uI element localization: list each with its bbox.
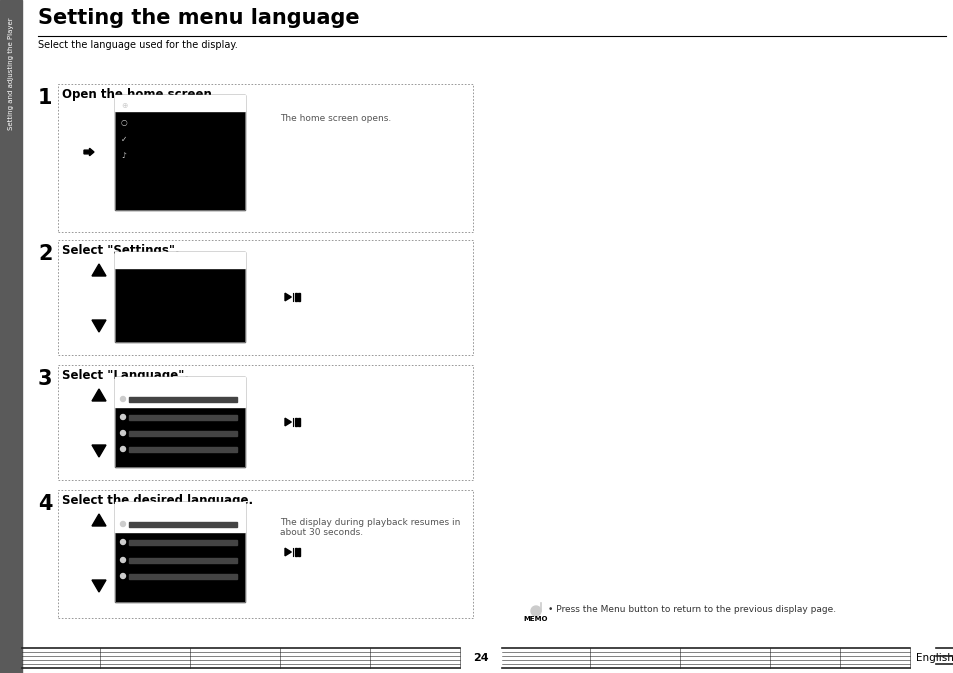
- Bar: [115, 252, 245, 268]
- Polygon shape: [91, 264, 106, 276]
- Bar: [129, 522, 236, 526]
- Circle shape: [120, 431, 126, 435]
- Text: Select "Language".: Select "Language".: [62, 369, 189, 382]
- Circle shape: [120, 396, 126, 402]
- Polygon shape: [91, 580, 106, 592]
- Bar: [298, 418, 300, 426]
- Polygon shape: [285, 293, 291, 301]
- Text: Select "Settings".: Select "Settings".: [62, 244, 179, 257]
- Bar: [0, 0, 22, 673]
- Bar: [115, 95, 245, 210]
- Text: 2: 2: [38, 244, 52, 264]
- Bar: [298, 548, 300, 556]
- Text: English: English: [915, 653, 953, 663]
- Bar: [294, 548, 296, 556]
- Bar: [115, 377, 245, 467]
- Circle shape: [120, 522, 126, 526]
- Circle shape: [120, 557, 126, 563]
- Bar: [294, 293, 296, 301]
- Bar: [298, 293, 300, 301]
- Circle shape: [120, 540, 126, 544]
- Polygon shape: [91, 514, 106, 526]
- Bar: [58, 240, 473, 355]
- Text: Setting and adjusting the Player: Setting and adjusting the Player: [8, 17, 14, 130]
- Text: The display during playback resumes in
about 30 seconds.: The display during playback resumes in a…: [280, 518, 460, 538]
- Bar: [58, 490, 473, 618]
- Text: Select the language used for the display.: Select the language used for the display…: [38, 40, 237, 50]
- Text: Setting the menu language: Setting the menu language: [38, 8, 359, 28]
- Polygon shape: [285, 418, 291, 426]
- Bar: [129, 540, 236, 544]
- Bar: [115, 377, 245, 467]
- Text: ✦: ✦: [120, 379, 128, 389]
- Polygon shape: [91, 445, 106, 457]
- Bar: [115, 377, 245, 391]
- Text: MEMO: MEMO: [523, 616, 548, 622]
- Text: 4: 4: [38, 494, 52, 514]
- Bar: [129, 396, 236, 402]
- Bar: [115, 502, 245, 516]
- Bar: [129, 415, 236, 419]
- Bar: [115, 502, 245, 602]
- Bar: [115, 95, 245, 210]
- Bar: [115, 502, 245, 602]
- Bar: [129, 431, 236, 435]
- Circle shape: [531, 606, 540, 616]
- Text: ✦: ✦: [120, 504, 128, 514]
- Text: ♪: ♪: [121, 151, 126, 160]
- Bar: [115, 252, 245, 342]
- Bar: [129, 446, 236, 452]
- Bar: [294, 418, 296, 426]
- Text: 24: 24: [473, 653, 488, 663]
- Text: Select the desired language.: Select the desired language.: [62, 494, 253, 507]
- Text: • Press the Menu button to return to the previous display page.: • Press the Menu button to return to the…: [547, 605, 835, 614]
- Circle shape: [120, 446, 126, 452]
- Bar: [58, 84, 473, 232]
- Text: The home screen opens.: The home screen opens.: [280, 114, 391, 123]
- Bar: [129, 557, 236, 563]
- FancyArrow shape: [84, 148, 94, 155]
- Bar: [115, 516, 245, 532]
- Polygon shape: [91, 320, 106, 332]
- Bar: [115, 95, 245, 111]
- Bar: [115, 391, 245, 407]
- Circle shape: [120, 415, 126, 419]
- Text: Open the home screen.: Open the home screen.: [62, 88, 216, 101]
- Bar: [115, 252, 245, 342]
- Text: ✓: ✓: [121, 135, 128, 143]
- Polygon shape: [91, 389, 106, 401]
- Circle shape: [120, 573, 126, 579]
- Bar: [129, 573, 236, 579]
- Text: ○: ○: [121, 118, 128, 127]
- Text: 1: 1: [38, 88, 52, 108]
- Bar: [58, 365, 473, 480]
- Text: 3: 3: [38, 369, 52, 389]
- Text: ⊕: ⊕: [121, 100, 128, 110]
- Polygon shape: [285, 548, 291, 556]
- Text: ✦: ✦: [120, 255, 128, 265]
